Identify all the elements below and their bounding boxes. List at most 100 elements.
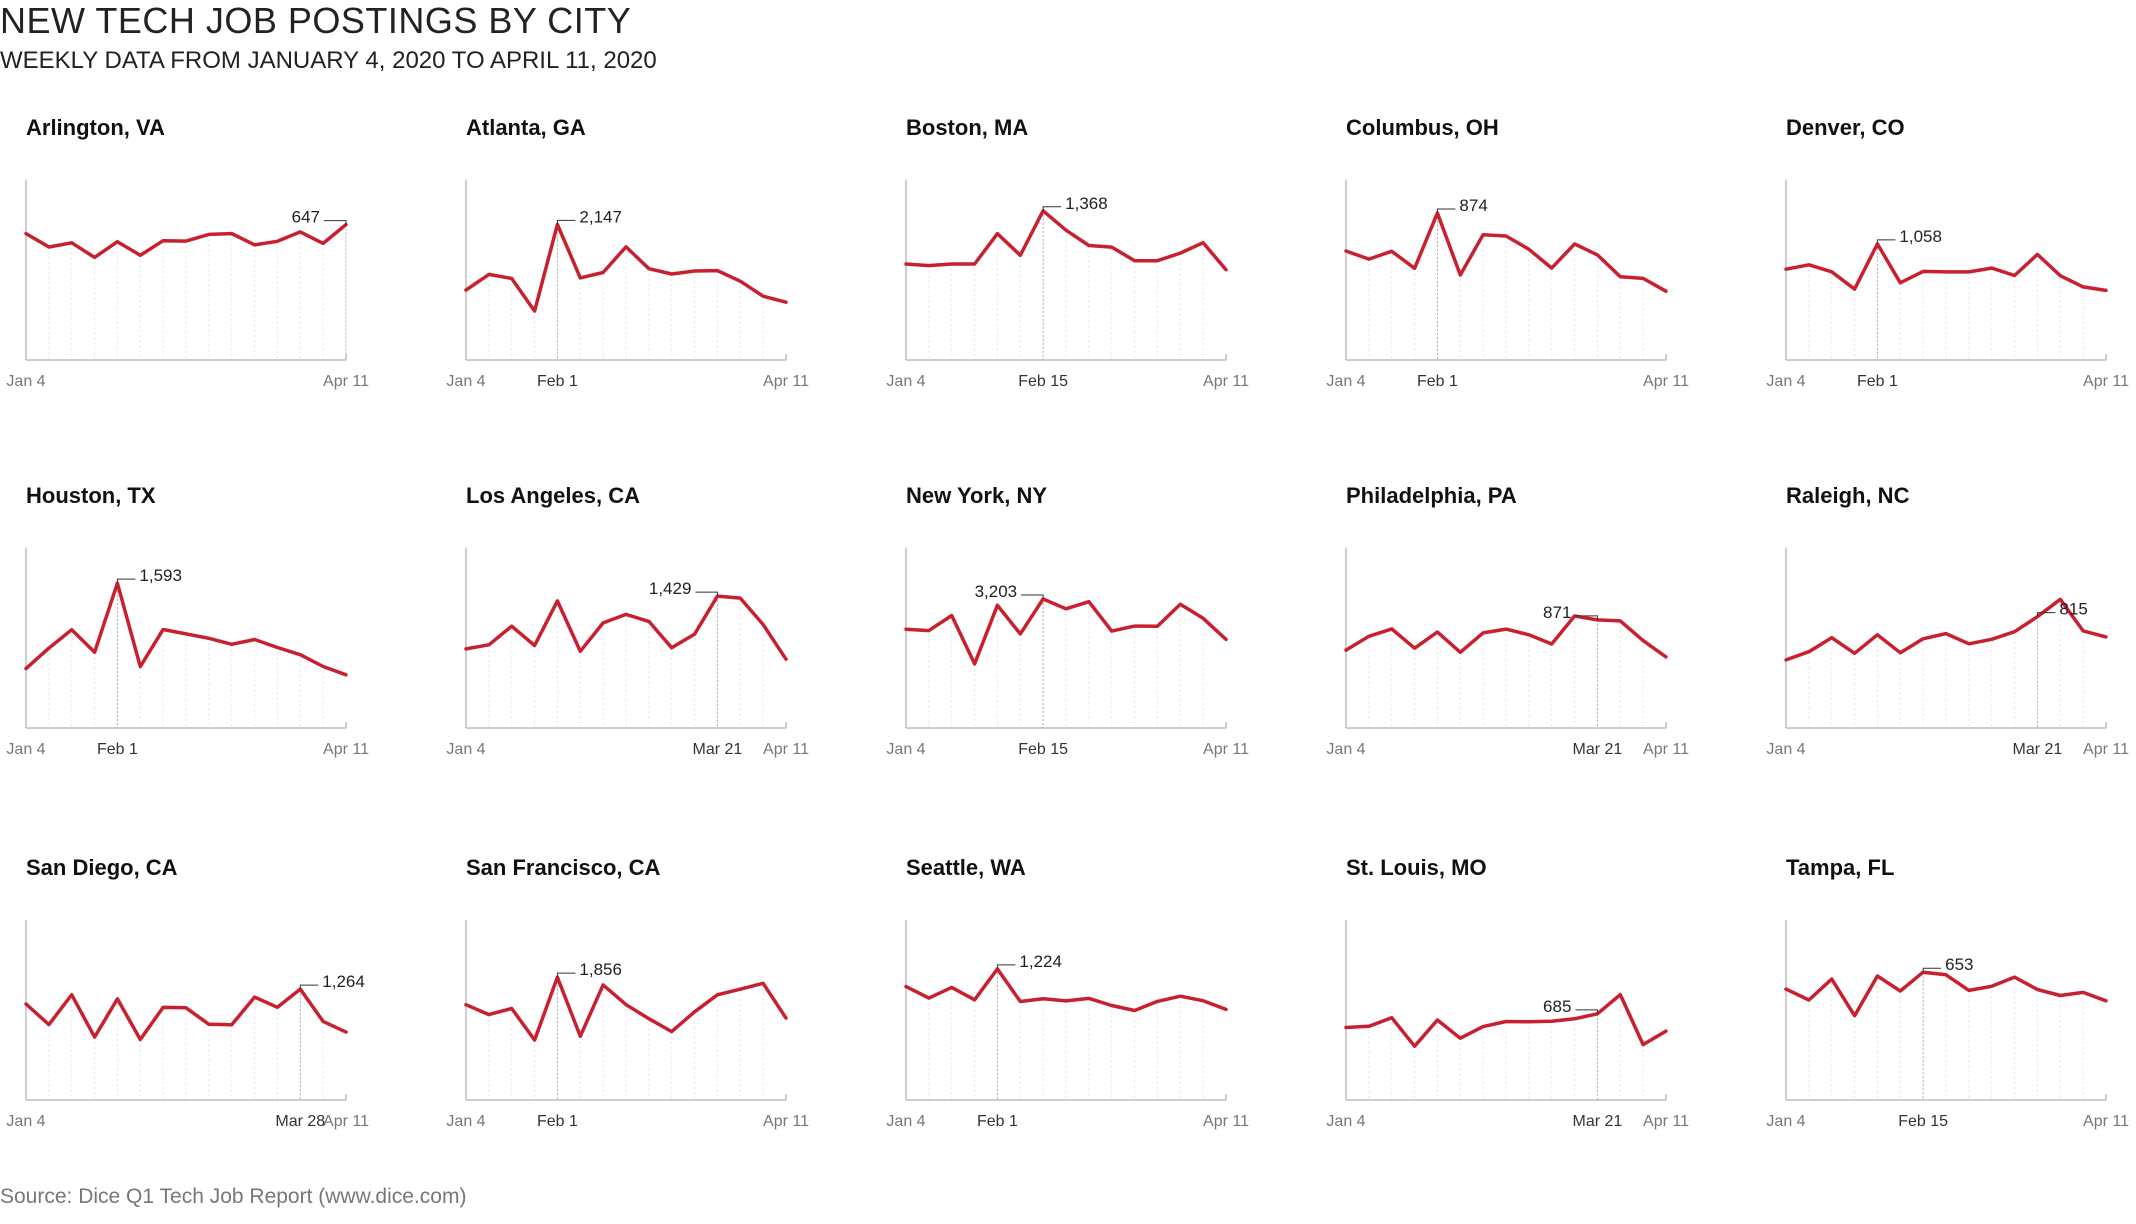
tick-label: Apr 11: [1203, 373, 1249, 390]
peak-leader: [324, 220, 347, 225]
peak-label: 2,147: [579, 207, 622, 226]
tick-label: Mar 21: [2013, 741, 2063, 758]
tick-label: Apr 11: [323, 741, 369, 758]
city-title: San Diego, CA: [26, 855, 178, 880]
series-line: [904, 967, 1228, 1013]
city-chart-boston-ma: Boston, MA 1,368 Jan 4 Feb 15 Apr 11: [886, 115, 1249, 390]
tick-label: Feb 15: [1018, 373, 1068, 390]
tick-label: Feb 1: [537, 373, 578, 390]
city-chart-tampa-fl: Tampa, FL 653 Jan 4 Feb 15 Apr 11: [1766, 855, 2129, 1130]
tick-label: Jan 4: [886, 1113, 925, 1130]
peak-leader: [1021, 594, 1044, 600]
city-chart-seattle-wa: Seattle, WA 1,224 Jan 4 Feb 1 Apr 11: [886, 855, 1249, 1130]
peak-leader: [996, 964, 1016, 969]
tick-label: Jan 4: [1766, 373, 1805, 390]
city-chart-raleigh-nc: Raleigh, NC 815 Jan 4 Mar 21 Apr 11: [1766, 483, 2129, 758]
city-title: San Francisco, CA: [466, 855, 661, 880]
city-chart-atlanta-ga: Atlanta, GA 2,147 Jan 4 Feb 1 Apr 11: [446, 115, 809, 390]
tick-label: Jan 4: [6, 741, 45, 758]
tick-label: Apr 11: [1643, 1113, 1689, 1130]
page-title: NEW TECH JOB POSTINGS BY CITY: [0, 0, 632, 41]
tick-label: Apr 11: [1643, 373, 1689, 390]
peak-label: 1,856: [579, 960, 622, 979]
peak-leader: [1922, 967, 1942, 973]
peak-label: 653: [1945, 955, 1973, 974]
tick-label: Feb 15: [1018, 741, 1068, 758]
series-line: [1784, 970, 2108, 1018]
peak-leader: [1876, 239, 1896, 244]
tick-label: Apr 11: [763, 373, 809, 390]
tick-label: Mar 21: [1573, 741, 1623, 758]
peak-leader: [556, 219, 576, 225]
city-title: Columbus, OH: [1346, 115, 1499, 140]
tick-label: Apr 11: [323, 1113, 369, 1130]
city-chart-los-angeles-ca: Los Angeles, CA 1,429 Jan 4 Mar 21 Apr 11: [446, 483, 809, 758]
peak-leader: [2036, 612, 2056, 617]
city-chart-san-francisco-ca: San Francisco, CA 1,856 Jan 4 Feb 1 Apr 11: [446, 855, 809, 1130]
peak-leader: [1436, 208, 1456, 213]
tick-label: Apr 11: [1203, 1113, 1249, 1130]
peak-label: 1,368: [1065, 194, 1108, 213]
tick-label: Feb 1: [537, 1113, 578, 1130]
peak-leader: [695, 591, 718, 597]
tick-label: Jan 4: [1766, 741, 1805, 758]
tick-label: Jan 4: [886, 373, 925, 390]
peak-label: 1,224: [1019, 952, 1062, 971]
tick-label: Apr 11: [2083, 1113, 2129, 1130]
city-chart-arlington-va: Arlington, VA 647 Jan 4 Apr 11: [6, 115, 369, 390]
peak-leader: [1042, 206, 1062, 211]
tick-label: Apr 11: [1643, 741, 1689, 758]
series-line: [1784, 597, 2108, 662]
city-title: Seattle, WA: [906, 855, 1026, 880]
city-title: Boston, MA: [906, 115, 1028, 140]
peak-label: 874: [1459, 196, 1487, 215]
city-chart-new-york-ny: New York, NY 3,203 Jan 4 Feb 15 Apr 11: [886, 483, 1249, 758]
peak-label: 815: [2059, 600, 2087, 619]
tick-label: Mar 28: [275, 1113, 325, 1130]
tick-label: Apr 11: [2083, 373, 2129, 390]
city-title: Los Angeles, CA: [466, 483, 640, 508]
tick-label: Jan 4: [1766, 1113, 1805, 1130]
tick-label: Apr 11: [763, 1113, 809, 1130]
tick-label: Apr 11: [763, 741, 809, 758]
peak-label: 647: [292, 208, 320, 227]
tick-label: Jan 4: [1326, 1113, 1365, 1130]
tick-label: Mar 21: [693, 741, 743, 758]
tick-label: Jan 4: [886, 741, 925, 758]
city-chart-columbus-oh: Columbus, OH 874 Jan 4 Feb 1 Apr 11: [1326, 115, 1689, 390]
city-chart-denver-co: Denver, CO 1,058 Jan 4 Feb 1 Apr 11: [1766, 115, 2129, 390]
peak-label: 685: [1543, 997, 1571, 1016]
peak-label: 1,058: [1899, 227, 1942, 246]
city-chart-st-louis-mo: St. Louis, MO 685 Jan 4 Mar 21 Apr 11: [1326, 855, 1689, 1130]
city-title: Atlanta, GA: [466, 115, 586, 140]
peak-label: 1,429: [649, 579, 692, 598]
tick-label: Apr 11: [2083, 741, 2129, 758]
peak-label: 871: [1543, 603, 1571, 622]
tick-label: Feb 15: [1898, 1113, 1948, 1130]
city-title: New York, NY: [906, 483, 1047, 508]
tick-label: Jan 4: [446, 741, 485, 758]
city-chart-houston-tx: Houston, TX 1,593 Jan 4 Feb 1 Apr 11: [6, 483, 369, 758]
tick-label: Feb 1: [97, 741, 138, 758]
source-note: Source: Dice Q1 Tech Job Report (www.dic…: [0, 1185, 467, 1208]
peak-leader: [116, 578, 136, 584]
peak-leader: [299, 984, 319, 990]
tick-label: Jan 4: [6, 373, 45, 390]
city-title: Arlington, VA: [26, 115, 165, 140]
city-title: Houston, TX: [26, 483, 156, 508]
tick-label: Jan 4: [446, 1113, 485, 1130]
peak-label: 1,593: [139, 566, 182, 585]
page-subtitle: WEEKLY DATA FROM JANUARY 4, 2020 TO APRI…: [0, 47, 657, 74]
city-title: Denver, CO: [1786, 115, 1905, 140]
city-title: Raleigh, NC: [1786, 483, 1910, 508]
peak-leader: [1575, 615, 1598, 620]
tick-label: Feb 1: [1857, 373, 1898, 390]
tick-label: Apr 11: [323, 373, 369, 390]
tick-label: Feb 1: [1417, 373, 1458, 390]
tick-label: Feb 1: [977, 1113, 1018, 1130]
city-chart-philadelphia-pa: Philadelphia, PA 871 Jan 4 Mar 21 Apr 11: [1326, 483, 1689, 758]
tick-label: Jan 4: [6, 1113, 45, 1130]
tick-label: Jan 4: [1326, 741, 1365, 758]
city-title: Tampa, FL: [1786, 855, 1894, 880]
